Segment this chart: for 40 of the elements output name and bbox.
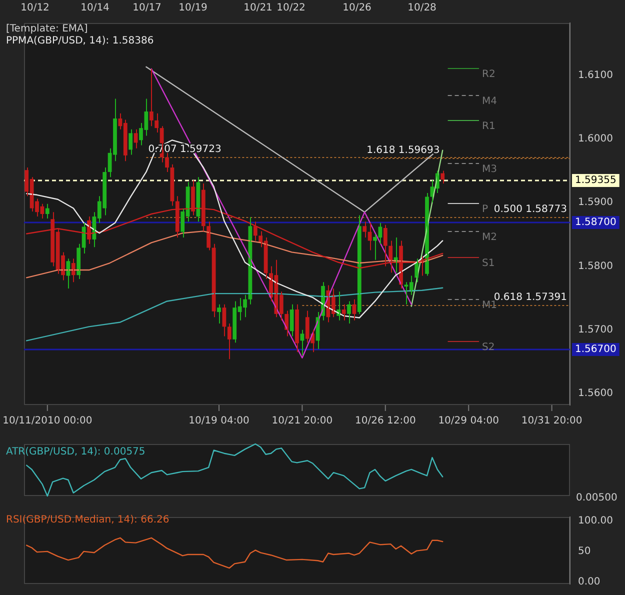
y-tick-label: 1.5800 [578,260,613,272]
ref-line-label: 1.56700 [575,344,616,356]
ref-line-label: 1.618 1.59693 [366,145,440,156]
x-tick-label: 10/19 04:00 [188,416,250,427]
ref-line-label: R1 [482,121,496,132]
x-tick-label: 10/26 12:00 [354,416,416,427]
ref-line-label: M3 [482,164,497,176]
y-tick-label: 1.6100 [578,70,613,81]
text: 10/14 [80,2,110,14]
ref-line-label: M4 [482,96,497,108]
y-tick-label: 1.5900 [578,197,613,208]
text: RSI(GBP/USD.Median, 14): 66.26 [6,514,170,526]
ref-line-label: P [482,204,488,216]
text: 10/28 [408,2,436,14]
ref-line-label: R2 [482,69,496,80]
x-tick-label: 10/31 20:00 [521,416,582,427]
ref-line-label: 0.500 1.58773 [494,204,567,216]
y-tick-label: 1.5600 [578,388,613,400]
y-tick-label: 1.6000 [578,133,613,144]
ref-line-label: 1.58700 [575,217,616,228]
y-tick-label: 50 [578,546,591,558]
text: 10/12 [20,2,50,14]
ref-line-label: 1.59355 [575,175,616,186]
x-tick-label: 10/11/2010 00:00 [2,416,92,427]
text: 10/17 [132,2,162,14]
y-tick-label: 0.00 [578,576,600,588]
text: PPMA(GBP/USD, 14): 1.58386 [6,36,154,47]
annotation: [Template: EMA] [6,24,88,35]
text: 10/21 [244,2,272,14]
text: 10/22 [276,2,306,14]
ref-line-label: M2 [482,232,497,244]
text: 10/26 [342,2,372,14]
series-label: ATR(GBP/USD, 14): 0.00575 [6,446,146,458]
y-tick-label: 100.00 [578,515,613,526]
x-tick-label: 10/21 20:00 [272,416,333,427]
text: 0.00500 [576,492,618,504]
x-tick-label: 10/29 04:00 [438,416,500,427]
ref-line-label: S1 [482,258,495,270]
text: 10/19 [178,2,208,14]
y-tick-label: 1.5700 [578,324,613,336]
